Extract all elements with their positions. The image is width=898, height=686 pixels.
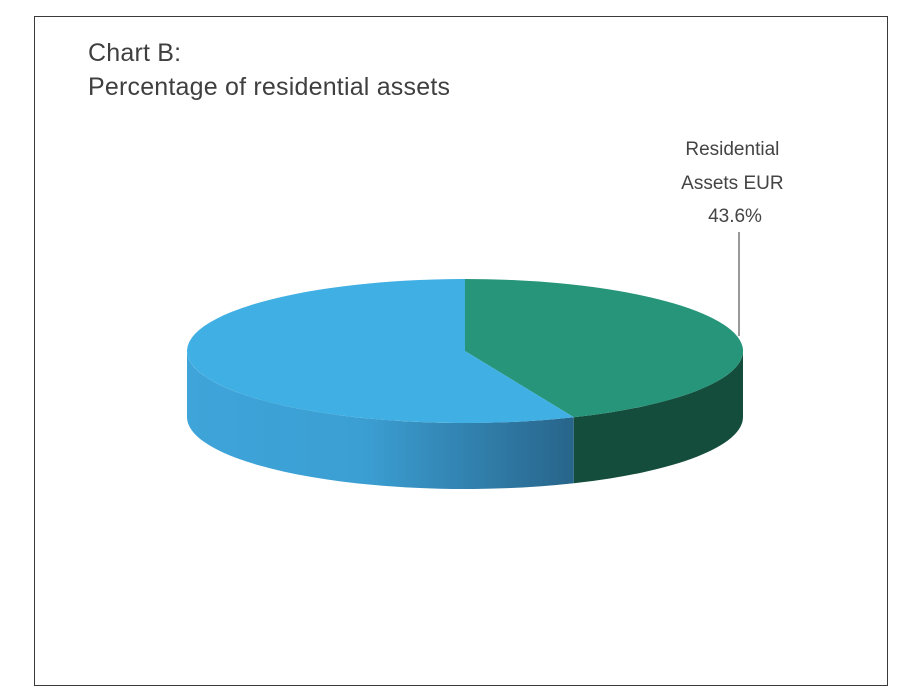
data-label-residential-assets: Residential Assets EUR 43.6%	[681, 139, 789, 227]
pie-slice-side-1	[573, 351, 744, 484]
pie-slice-1	[465, 279, 744, 418]
chart-title-line-1: Chart B:	[88, 39, 182, 67]
pie-slice-2	[187, 279, 574, 423]
data-label-line-3: 43.6%	[708, 206, 762, 227]
pie-slice-side-2	[186, 351, 574, 490]
chart-title-line-2: Percentage of residential assets	[88, 73, 451, 101]
pie-slices	[186, 279, 744, 490]
pie-chart: Residential Assets EUR 43.6%	[186, 139, 789, 490]
data-label-line-1: Residential	[685, 139, 779, 160]
chart-title: Chart B: Percentage of residential asset…	[88, 36, 450, 104]
data-label-line-2: Assets EUR	[681, 173, 783, 194]
